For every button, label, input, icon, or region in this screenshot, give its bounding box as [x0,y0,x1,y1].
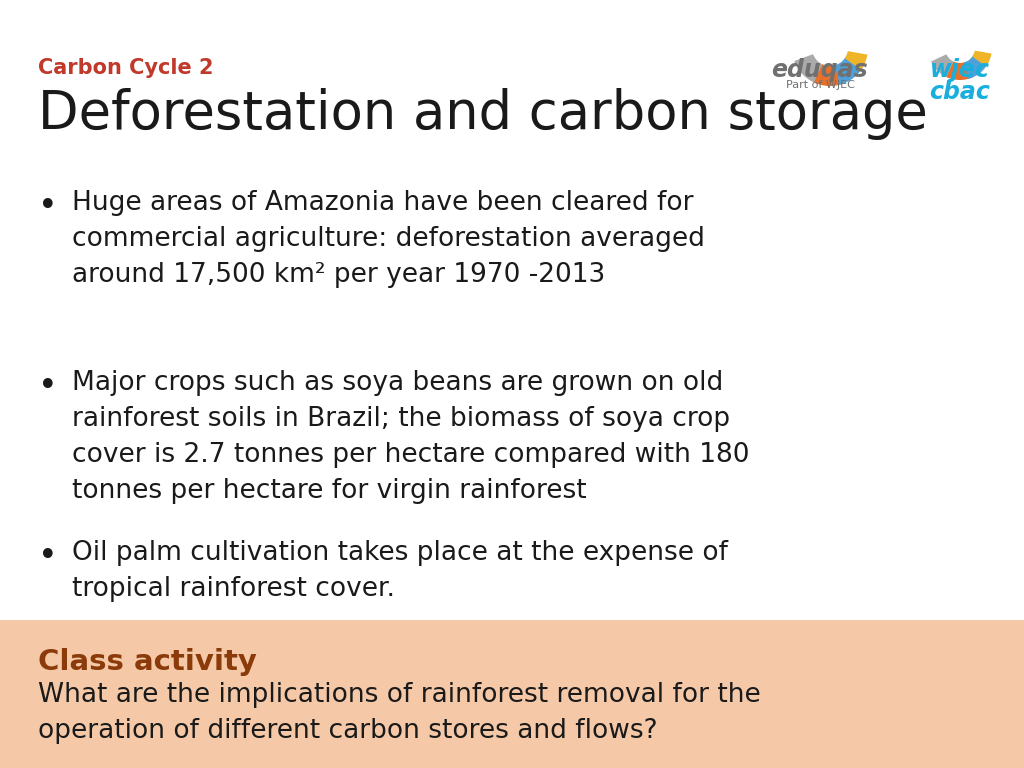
Text: Oil palm cultivation takes place at the expense of
tropical rainforest cover.: Oil palm cultivation takes place at the … [72,540,728,602]
Text: •: • [38,190,57,223]
Text: Part of WJEC: Part of WJEC [785,80,854,90]
Wedge shape [795,55,824,84]
Text: •: • [38,540,57,573]
FancyBboxPatch shape [0,620,1024,768]
Wedge shape [931,55,954,78]
Wedge shape [972,51,991,66]
Wedge shape [845,51,867,70]
Wedge shape [964,55,989,79]
Text: Major crops such as soya beans are grown on old
rainforest soils in Brazil; the : Major crops such as soya beans are grown… [72,370,750,504]
Text: Huge areas of Amazonia have been cleared for
commercial agriculture: deforestati: Huge areas of Amazonia have been cleared… [72,190,705,288]
Wedge shape [946,61,974,80]
Wedge shape [835,55,864,84]
Text: wjec: wjec [930,58,990,82]
Wedge shape [814,65,846,86]
Text: What are the implications of rainforest removal for the
operation of different c: What are the implications of rainforest … [38,682,761,744]
Text: Deforestation and carbon storage: Deforestation and carbon storage [38,88,928,140]
Text: cbac: cbac [930,80,990,104]
Text: eduqas: eduqas [772,58,868,82]
Text: Class activity: Class activity [38,648,257,676]
Text: •: • [38,370,57,403]
Text: Carbon Cycle 2: Carbon Cycle 2 [38,58,213,78]
